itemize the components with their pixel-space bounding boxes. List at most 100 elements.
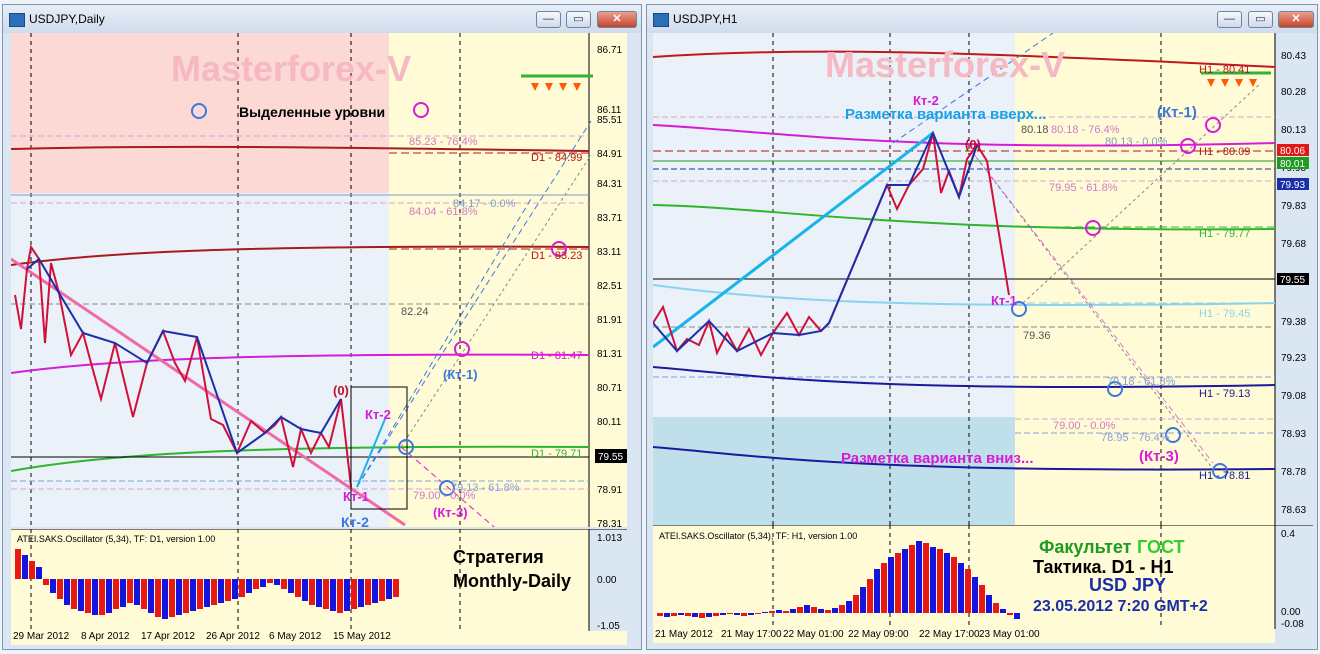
osc-bar <box>720 613 726 615</box>
wave-label: (0) <box>965 137 981 152</box>
svg-text:78.63: 78.63 <box>1281 505 1306 516</box>
osc-bar <box>120 579 126 607</box>
wave-label: Кт-1 <box>991 293 1017 308</box>
osc-bar <box>790 609 796 613</box>
osc-bar <box>846 601 852 613</box>
osc-bar <box>351 579 357 609</box>
osc-bar <box>937 549 943 613</box>
osc-bar <box>678 613 684 615</box>
osc-bar <box>127 579 133 603</box>
svg-text:0.4: 0.4 <box>1281 529 1295 540</box>
osc-bar <box>958 563 964 613</box>
osc-bar <box>260 579 266 587</box>
osc-bar <box>358 579 364 607</box>
osc-bar <box>78 579 84 611</box>
level-label: D1 - 84.99 <box>531 152 582 164</box>
svg-text:78.93: 78.93 <box>1281 429 1306 440</box>
gost-label: ГОСТ <box>1137 537 1185 557</box>
osc-title: ATEI.SAKS.Oscillator (5,34), TF: D1, ver… <box>17 534 215 544</box>
down-variant-label: Разметка варианта вниз... <box>841 450 1034 467</box>
osc-bar <box>204 579 210 607</box>
osc-bar <box>372 579 378 603</box>
osc-bar <box>986 595 992 613</box>
osc-bar <box>706 613 712 617</box>
osc-bar <box>295 579 301 597</box>
osc-bar <box>253 579 259 589</box>
minimize-button[interactable]: — <box>1217 11 1242 28</box>
osc-bar <box>302 579 308 601</box>
svg-text:85.51: 85.51 <box>597 115 622 126</box>
osc-bar <box>699 613 705 618</box>
h1-oscillator[interactable]: ATEI.SAKS.Oscillator (5,34), TF: H1, ver… <box>653 525 1313 629</box>
faculty-label: Факультет <box>1039 537 1132 557</box>
osc-bar <box>15 549 21 579</box>
level-label: 80.18 <box>1021 124 1049 136</box>
wave-label: Кт-1 <box>343 489 369 504</box>
osc-bar <box>909 545 915 613</box>
osc-bar <box>211 579 217 605</box>
level-label: D1 - 79.71 <box>531 448 582 460</box>
svg-text:78.78: 78.78 <box>1281 467 1306 478</box>
osc-bar <box>99 579 105 615</box>
osc-bar <box>330 579 336 611</box>
level-label: 79.00 - 0.0% <box>413 490 476 502</box>
current-price-box: 79.55 <box>598 452 623 463</box>
price-box: 80.01 <box>1280 159 1305 170</box>
osc-bar <box>225 579 231 601</box>
svg-text:86.71: 86.71 <box>597 45 622 56</box>
close-button[interactable]: ✕ <box>1278 11 1314 28</box>
title-bar[interactable]: USDJPY,Daily — ▭ ✕ <box>3 5 641 33</box>
osc-bar <box>246 579 252 593</box>
osc-bar <box>386 579 392 599</box>
svg-text:80.43: 80.43 <box>1281 51 1306 62</box>
wave-label: (Кт-1) <box>443 367 478 382</box>
minimize-button[interactable]: — <box>536 11 561 28</box>
osc-bar <box>148 579 154 613</box>
daily-chart-window[interactable]: USDJPY,Daily — ▭ ✕ <box>2 4 642 650</box>
osc-bar <box>281 579 287 589</box>
maximize-button[interactable]: ▭ <box>1248 11 1273 28</box>
osc-bar <box>727 613 733 614</box>
osc-bar <box>839 605 845 613</box>
osc-bar <box>832 608 838 613</box>
title-bar[interactable]: USDJPY,H1 — ▭ ✕ <box>647 5 1317 33</box>
osc-bar <box>344 579 350 611</box>
level-label: 79.95 - 61.8% <box>1049 182 1118 194</box>
h1-chart-window[interactable]: USDJPY,H1 — ▭ ✕ <box>646 4 1318 650</box>
osc-bar <box>979 585 985 613</box>
svg-text:79.68: 79.68 <box>1281 239 1306 250</box>
osc-bar <box>692 613 698 617</box>
svg-text:78.31: 78.31 <box>597 519 622 527</box>
svg-text:-0.08: -0.08 <box>1281 619 1304 629</box>
osc-bar <box>64 579 70 605</box>
osc-bar <box>664 613 670 617</box>
level-label: H1 - 79.13 <box>1199 388 1250 400</box>
h1-price-chart[interactable]: Masterforex-V Разметка варианта вверх...… <box>653 33 1313 525</box>
close-button[interactable]: ✕ <box>597 11 637 28</box>
wave-label: (0) <box>333 383 349 398</box>
level-label: D1 - 81.47 <box>531 350 582 362</box>
osc-bar <box>232 579 238 599</box>
osc-bar <box>776 610 782 613</box>
level-label: D1 - 83.23 <box>531 250 582 262</box>
osc-bar <box>155 579 161 617</box>
svg-text:-1.05: -1.05 <box>597 621 620 631</box>
osc-bar <box>218 579 224 603</box>
daily-price-chart[interactable]: Masterforex-V Выделенные уровни 85.23 - … <box>11 33 627 527</box>
osc-bar <box>92 579 98 615</box>
osc-bar <box>57 579 63 599</box>
maximize-button[interactable]: ▭ <box>566 11 591 28</box>
osc-bar <box>902 549 908 613</box>
daily-oscillator[interactable]: ATEI.SAKS.Oscillator (5,34), TF: D1, ver… <box>11 529 627 631</box>
osc-bar <box>888 557 894 613</box>
legend-text: Выделенные уровни <box>239 104 385 120</box>
osc-bar <box>113 579 119 609</box>
watermark-right: Masterforex-V <box>825 44 1065 85</box>
osc-bar <box>993 603 999 613</box>
osc-bar <box>288 579 294 593</box>
chart-icon <box>653 13 669 27</box>
level-label: 79.18 - 61.8% <box>1107 376 1176 388</box>
osc-bar <box>671 613 677 616</box>
osc-bar <box>860 587 866 613</box>
chart-icon <box>9 13 25 27</box>
